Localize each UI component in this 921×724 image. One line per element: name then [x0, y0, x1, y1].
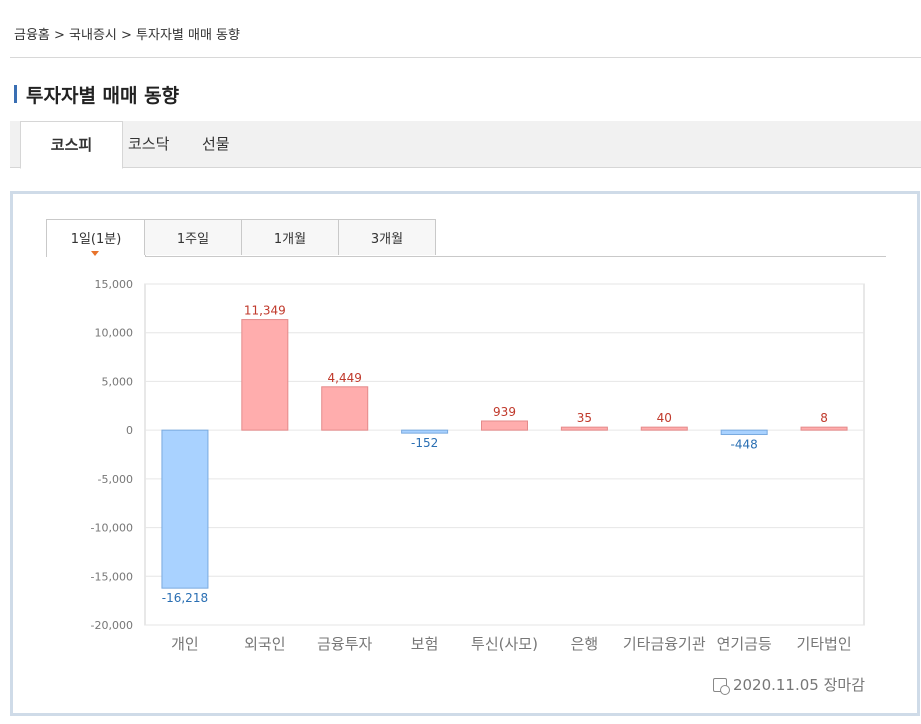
period-tab-1week[interactable]: 1주일: [144, 219, 242, 255]
data-label: 40: [657, 411, 672, 425]
y-tick-label: 5,000: [102, 375, 134, 388]
x-tick-label: 은행: [571, 635, 599, 653]
x-tick-label: 기타법인: [796, 635, 851, 653]
x-tick-label: 외국인: [244, 635, 285, 653]
data-label: -16,218: [162, 591, 208, 605]
data-label: -448: [731, 438, 758, 452]
bar: [161, 429, 209, 589]
x-tick-label: 개인: [171, 635, 199, 653]
title-accent-bar: [14, 85, 17, 103]
bar: [800, 426, 848, 431]
period-tab-3month[interactable]: 3개월: [338, 219, 436, 255]
market-tabs: 코스피 코스닥 선물: [10, 121, 921, 169]
data-label: -152: [411, 436, 438, 450]
data-label: 8: [820, 411, 828, 425]
data-label: 939: [493, 405, 516, 419]
top-divider: [10, 57, 921, 58]
y-tick-label: -15,000: [91, 570, 133, 583]
x-tick-label: 보험: [411, 635, 439, 653]
bar: [241, 319, 289, 431]
x-tick-label: 연기금등: [717, 635, 772, 653]
tab-kosdaq[interactable]: 코스닥: [128, 135, 170, 153]
calendar-clock-icon: [712, 677, 730, 695]
period-tabs: 1일(1분) 1주일 1개월 3개월: [46, 219, 886, 257]
page-title: 투자자별 매매 동향: [26, 84, 180, 107]
tab-futures[interactable]: 선물: [202, 135, 230, 153]
y-tick-label: 15,000: [95, 278, 134, 291]
y-tick-label: 10,000: [95, 327, 134, 340]
bar: [481, 420, 528, 431]
market-close-date: 2020.11.05 장마감: [732, 676, 865, 694]
period-tab-1month[interactable]: 1개월: [241, 219, 339, 255]
x-tick-label: 투신(사모): [471, 635, 538, 653]
bar: [640, 426, 688, 431]
bar: [720, 429, 768, 436]
bar: [321, 386, 369, 431]
x-tick-label: 금융투자: [317, 635, 372, 653]
data-label: 35: [577, 411, 592, 425]
y-tick-label: 0: [126, 424, 133, 437]
bar: [401, 429, 449, 434]
data-label: 4,449: [328, 371, 362, 385]
data-label: 11,349: [244, 304, 286, 318]
x-tick-label: 기타금융기관: [623, 635, 706, 653]
y-tick-label: -5,000: [98, 473, 133, 486]
y-tick-label: -20,000: [91, 619, 133, 632]
period-tab-1day-label: 1일(1분): [70, 232, 122, 247]
tab-kospi[interactable]: 코스피: [20, 121, 123, 169]
page-title-wrap: 투자자별 매매 동향: [14, 82, 180, 107]
footer-status: 2020.11.05 장마감: [712, 674, 865, 695]
period-tab-1day[interactable]: 1일(1분): [46, 219, 146, 257]
bar: [560, 426, 608, 431]
selected-arrow-icon: [91, 251, 99, 256]
y-tick-label: -10,000: [91, 522, 133, 535]
breadcrumb: 금융홈 > 국내증시 > 투자자별 매매 동향: [14, 28, 240, 43]
